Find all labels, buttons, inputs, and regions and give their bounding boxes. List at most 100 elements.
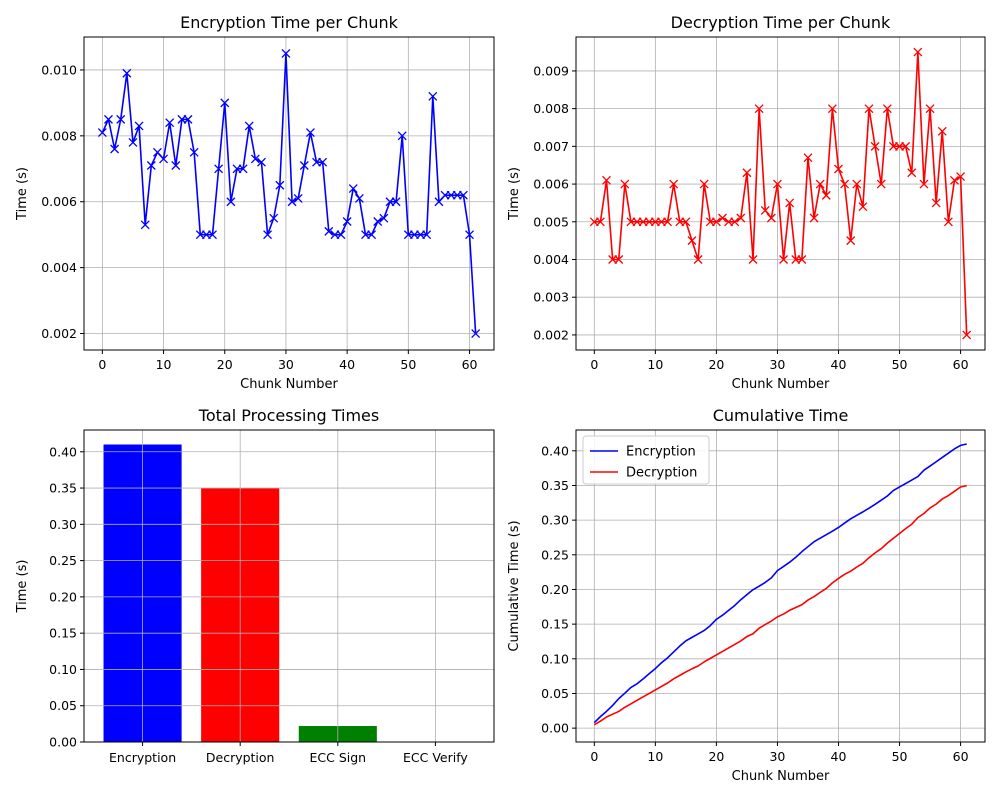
y-tick-label: 0.00: [541, 721, 569, 736]
data-point-marker: [428, 91, 438, 101]
data-point-marker: [815, 179, 825, 189]
x-tick-label: 40: [831, 357, 847, 372]
data-point-marker: [711, 217, 721, 227]
data-point-marker: [962, 330, 972, 340]
data-point-marker: [821, 190, 831, 200]
chart-encryption-time-per-chunk: 0.002 0.004 0.006 0.008 0.010 0 10 20 30 40 50 60 En…: [15, 13, 495, 392]
y-tick-label: 0.007: [533, 139, 569, 154]
category-label: ECC Sign: [310, 750, 367, 765]
data-point-marker: [171, 161, 181, 170]
data-point-marker: [943, 217, 953, 227]
data-point-marker: [293, 193, 303, 203]
data-point-marker: [122, 68, 132, 78]
data-point-marker: [718, 213, 727, 223]
data-point-marker: [299, 161, 309, 170]
data-point-marker: [754, 104, 764, 114]
data-point-marker: [864, 104, 874, 114]
data-point-marker: [913, 47, 923, 57]
data-point-marker: [620, 179, 630, 189]
x-tick-label: 40: [339, 357, 355, 372]
data-point-marker: [852, 179, 862, 189]
data-point-marker: [318, 157, 328, 167]
y-tick-label: 0.008: [41, 128, 77, 143]
y-tick-label: 0.004: [533, 252, 569, 267]
y-tick-label: 0.30: [541, 513, 569, 528]
x-tick-label: 10: [647, 749, 663, 764]
data-point-marker: [465, 230, 474, 240]
y-tick-label: 0.008: [533, 101, 569, 116]
data-point-marker: [116, 114, 126, 124]
data-point-marker: [785, 198, 795, 208]
data-point-marker: [827, 104, 837, 114]
data-point-marker: [471, 329, 481, 338]
y-tick-label: 0.010: [41, 62, 77, 77]
data-point-marker: [275, 180, 285, 190]
y-tick-label: 0.003: [533, 290, 569, 305]
x-tick-label: 40: [831, 749, 847, 764]
y-tick-label: 0.15: [49, 626, 77, 641]
data-point-marker: [373, 217, 383, 226]
data-point-marker: [669, 179, 679, 189]
y-tick-label: 0.40: [49, 444, 77, 459]
data-point-marker: [931, 198, 941, 208]
legend-label: Decryption: [626, 466, 697, 481]
y-axis-label: Time (s): [15, 560, 30, 614]
data-point-marker: [699, 179, 709, 189]
x-axis-label: Chunk Number: [240, 377, 338, 392]
y-tick-label: 0.20: [49, 589, 77, 604]
x-tick-label: 0: [590, 749, 598, 764]
chart-title: Encryption Time per Chunk: [180, 13, 398, 32]
data-point-marker: [226, 197, 236, 207]
data-point-marker: [760, 206, 770, 215]
data-point-marker: [97, 128, 107, 138]
category-label: ECC Verify: [403, 750, 468, 765]
data-point-marker: [140, 220, 150, 230]
data-point-marker: [379, 213, 389, 223]
data-point-marker: [595, 217, 605, 227]
y-tick-label: 0.25: [49, 553, 77, 568]
data-point-marker: [269, 213, 279, 223]
y-axis-label: Time (s): [15, 167, 30, 221]
x-tick-label: 30: [278, 357, 294, 372]
chart-cumulative-time: 0.00 0.05 0.10 0.15 0.20 0.25 0.30 0.35 0.40 0 10 2…: [507, 406, 986, 784]
data-point-marker: [257, 157, 266, 167]
category-label: Encryption: [109, 750, 176, 765]
x-tick-label: 50: [892, 749, 908, 764]
data-point-marker: [214, 164, 224, 174]
data-point-marker: [748, 255, 758, 264]
x-tick-label: 20: [708, 749, 724, 764]
x-tick-label: 0: [98, 357, 106, 372]
data-point-marker: [128, 137, 138, 147]
y-tick-label: 0.10: [541, 651, 569, 666]
data-point-marker: [348, 184, 358, 194]
data-point-marker: [779, 255, 789, 264]
x-tick-label: 60: [462, 357, 478, 372]
data-point-marker: [919, 179, 929, 189]
data-point-marker: [263, 230, 273, 240]
x-tick-label: 60: [953, 749, 969, 764]
data-point-marker: [736, 213, 746, 223]
x-tick-label: 20: [217, 357, 233, 372]
data-point-marker: [354, 193, 364, 203]
data-point-marker: [950, 175, 959, 185]
x-tick-label: 30: [769, 357, 785, 372]
data-point-marker: [208, 230, 217, 240]
data-point-marker: [134, 121, 144, 131]
data-point-marker: [159, 154, 169, 164]
y-tick-label: 0.004: [41, 260, 77, 275]
x-tick-label: 50: [400, 357, 416, 372]
data-point-marker: [367, 230, 377, 240]
data-point-marker: [956, 172, 966, 181]
data-point-marker: [803, 153, 813, 163]
y-tick-label: 0.006: [41, 194, 77, 209]
axes-frame: [83, 429, 495, 743]
x-tick-label: 10: [156, 357, 172, 372]
x-axis-label: Chunk Number: [732, 769, 830, 784]
x-tick-label: 20: [708, 357, 724, 372]
y-tick-label: 0.35: [49, 481, 77, 496]
data-point-marker: [687, 236, 697, 246]
x-tick-label: 30: [769, 749, 785, 764]
data-point-marker: [244, 121, 254, 131]
y-tick-label: 0.35: [541, 478, 569, 493]
y-tick-label: 0.00: [49, 735, 77, 750]
